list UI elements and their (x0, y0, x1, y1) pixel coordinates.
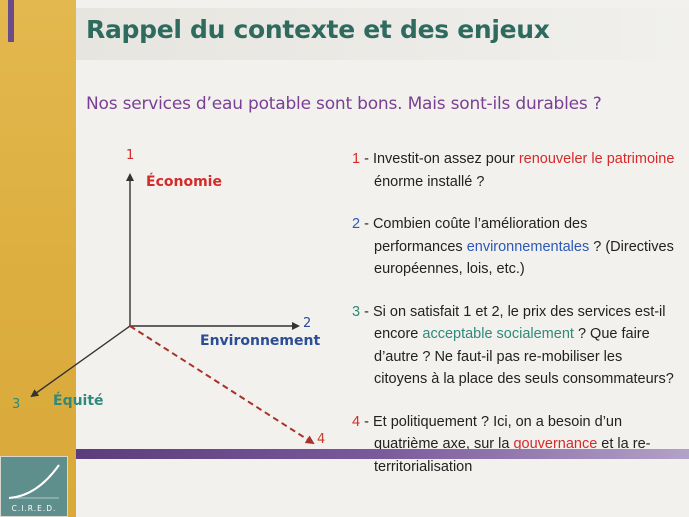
question-2-text-end: ? (Directives européennes, lois, etc.) (374, 238, 674, 278)
question-4-number: 4 (352, 413, 361, 430)
question-1: 1 - Investit-on assez pour renouveler le… (352, 148, 677, 193)
purple-accent-bar (8, 0, 14, 42)
cired-logo: C.I.R.E.D. (0, 456, 68, 517)
axis2-number: 2 (303, 316, 312, 331)
title-strip (76, 8, 689, 60)
left-gold-band (0, 0, 76, 517)
question-1-number: 1 (352, 151, 361, 167)
question-1-text: - Investit-on assez pour (360, 151, 519, 167)
axis3-number: 3 (12, 397, 21, 412)
question-4: 4 - Et politiquement ? Ici, on a besoin … (352, 411, 677, 479)
axis1-label: Économie (146, 174, 222, 190)
question-2-highlight: environnementales (466, 238, 590, 255)
question-1-highlight: renouveler le patrimoine (518, 151, 675, 167)
question-4-highlight: gouvernance (513, 436, 598, 452)
axis1-number: 1 (126, 148, 135, 163)
question-4-text: - Et politiquement ? Ici, on a besoin d’… (360, 413, 623, 453)
question-3: 3 - Si on satisfait 1 et 2, le prix des … (352, 301, 677, 391)
axis2-label: Environnement (200, 333, 321, 349)
bottom-purple-bar (76, 449, 689, 459)
question-2-number: 2 (352, 216, 361, 232)
logo-text: C.I.R.E.D. (11, 504, 57, 513)
axis3-label: Équité (53, 393, 104, 409)
question-2-text: - Combien coûte l’amélioration des perfo… (360, 216, 588, 255)
question-3-text: - Si on satisfait 1 et 2, le prix des se… (360, 303, 666, 343)
question-3-text-end: ? Que faire d’autre ? Ne faut-il pas re-… (374, 326, 674, 387)
questions-list: 1 - Investit-on assez pour renouveler le… (352, 148, 677, 478)
question-1-text-end: énorme installé ? (374, 173, 485, 190)
axis-equite (30, 325, 131, 398)
question-3-highlight: acceptable socialement (422, 326, 574, 342)
axis4-number: 4 (317, 432, 326, 447)
question-2: 2 - Combien coûte l’amélioration des per… (352, 213, 677, 281)
axis-gouvernance-dashed (129, 325, 315, 445)
question-4-text-end: et la re-territorialisation (374, 436, 651, 475)
slide-title: Rappel du contexte et des enjeux (86, 15, 550, 44)
slide-subtitle: Nos services d’eau potable sont bons. Ma… (86, 94, 602, 114)
logo-curve-icon (8, 464, 60, 499)
question-3-number: 3 (352, 303, 361, 320)
